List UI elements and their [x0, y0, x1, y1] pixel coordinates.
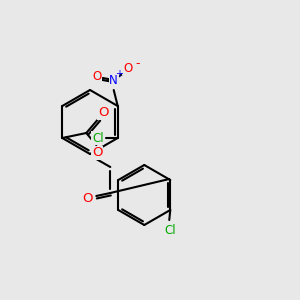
Text: O: O: [92, 70, 101, 83]
Text: O: O: [98, 106, 109, 119]
Text: O: O: [82, 193, 92, 206]
Text: O: O: [123, 61, 132, 74]
Text: N: N: [109, 74, 118, 86]
Text: +: +: [115, 69, 123, 79]
Text: O: O: [92, 146, 103, 160]
Text: -: -: [136, 58, 140, 70]
Text: Cl: Cl: [92, 131, 103, 145]
Text: Cl: Cl: [164, 224, 176, 238]
